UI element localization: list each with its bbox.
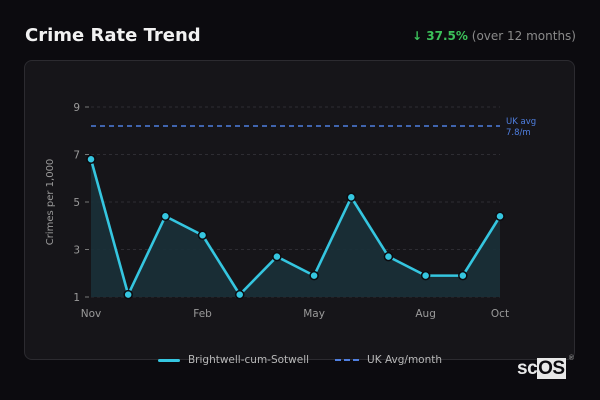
legend-item-series[interactable]: Brightwell-cum-Sotwell — [157, 354, 310, 366]
data-point — [383, 251, 394, 262]
x-tick-label: May — [303, 308, 325, 320]
y-tick-label: 7 — [73, 150, 80, 162]
y-tick-label: 1 — [73, 292, 80, 304]
chart-card — [24, 60, 575, 360]
change-percent: 37.5% — [426, 29, 468, 43]
x-tick-label: Oct — [491, 308, 509, 320]
y-tick-label: 5 — [73, 197, 80, 209]
legend-item-avg[interactable]: UK Avg/month — [335, 354, 442, 366]
down-arrow-icon: ↓ — [412, 29, 423, 43]
series-line — [89, 158, 502, 296]
y-tick-label: 9 — [73, 102, 80, 114]
trend-change: ↓ 37.5% (over 12 months) — [412, 29, 576, 43]
data-point — [495, 211, 505, 221]
data-point — [197, 230, 208, 240]
data-point — [272, 251, 282, 262]
data-point — [86, 154, 96, 164]
data-point — [458, 270, 468, 281]
data-point — [420, 270, 431, 281]
chart-legend: Brightwell-cum-Sotwell UK Avg/month — [0, 354, 600, 366]
y-tick-label: 3 — [73, 245, 80, 257]
dashed-line-icon — [335, 359, 360, 361]
x-tick-label: Nov — [81, 308, 102, 320]
scos-logo: scOS ® — [517, 355, 574, 379]
legend-series-label: Brightwell-cum-Sotwell — [187, 354, 310, 366]
change-period: (over 12 months) — [471, 29, 576, 43]
data-point — [160, 211, 171, 221]
uk-avg-annotation: UK avg — [506, 117, 536, 127]
data-point — [346, 192, 357, 202]
x-tick-label: Feb — [193, 308, 212, 320]
solid-line-icon — [157, 358, 180, 362]
page-title: Crime Rate Trend — [25, 25, 201, 46]
data-point — [309, 270, 319, 281]
legend-avg-label: UK Avg/month — [367, 354, 443, 366]
uk-avg-annotation-value: 7.8/m — [506, 128, 531, 138]
data-point — [234, 289, 245, 300]
x-tick-label: Aug — [415, 308, 436, 320]
data-point — [123, 289, 133, 300]
y-axis-label: Crimes per 1,000 — [45, 159, 56, 246]
